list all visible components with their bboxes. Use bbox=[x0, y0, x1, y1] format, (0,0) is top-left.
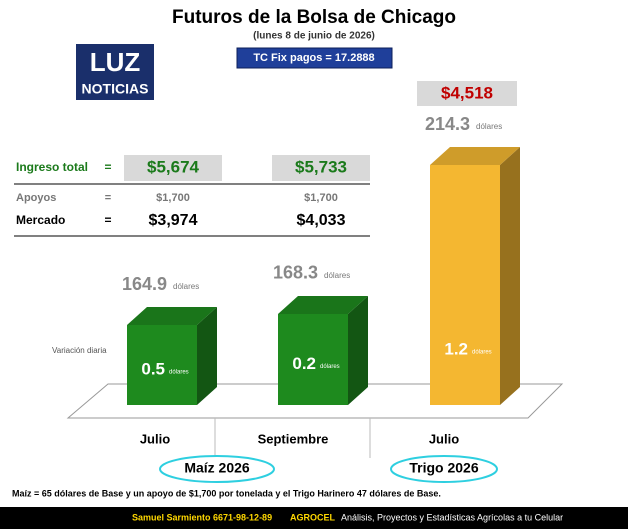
footer-contact: Samuel Sarmiento 6671-98-12-89 bbox=[132, 512, 272, 522]
daily-change-unit: dólares bbox=[472, 350, 492, 356]
daily-change: 1.2 bbox=[444, 339, 468, 358]
price-box bbox=[272, 155, 370, 181]
category-label: Julio bbox=[140, 431, 170, 446]
value-unit: dólares bbox=[324, 271, 350, 280]
value-unit: dólares bbox=[476, 122, 502, 131]
bar-side bbox=[197, 307, 217, 405]
category-label: Julio bbox=[429, 431, 459, 446]
logo-text: NOTICIAS bbox=[82, 81, 149, 97]
row-value: $4,033 bbox=[297, 212, 346, 229]
footer-tagline: Análisis, Proyectos y Estadísticas Agríc… bbox=[341, 512, 563, 522]
row-value: $1,700 bbox=[156, 192, 190, 204]
value-label: 164.9 bbox=[122, 274, 167, 294]
footnote: Maíz = 65 dólares de Base y un apoyo de … bbox=[12, 488, 441, 498]
bar-top bbox=[278, 295, 368, 314]
bar bbox=[430, 165, 500, 405]
value-label: 214.3 bbox=[425, 114, 470, 134]
daily-change: 0.2 bbox=[292, 354, 316, 373]
bar bbox=[278, 313, 348, 405]
row-label: Mercado bbox=[16, 213, 65, 227]
row-label: Apoyos bbox=[16, 192, 56, 204]
group-oval bbox=[159, 455, 275, 483]
logo-text: LUZ bbox=[90, 47, 141, 77]
daily-change-unit: dólares bbox=[320, 364, 340, 370]
logo bbox=[76, 44, 154, 100]
bar-side bbox=[348, 295, 368, 405]
bar-top bbox=[127, 307, 217, 325]
bar-top bbox=[430, 147, 520, 165]
row-value: $5,733 bbox=[295, 157, 347, 176]
footer-brand: AGROCEL bbox=[290, 512, 336, 522]
subtitle: (lunes 8 de junio de 2026) bbox=[253, 31, 375, 42]
price-box bbox=[417, 81, 517, 106]
row-sign: = bbox=[105, 192, 111, 204]
trigo-price: $4,518 bbox=[441, 83, 493, 102]
value-unit: dólares bbox=[173, 282, 199, 291]
bar bbox=[127, 325, 197, 405]
daily-change: 0.5 bbox=[141, 359, 165, 378]
group-label: Maíz 2026 bbox=[184, 460, 250, 476]
daily-change-label: Variación diaria bbox=[52, 346, 107, 355]
category-label: Septiembre bbox=[258, 431, 329, 446]
price-box bbox=[124, 155, 222, 181]
title: Futuros de la Bolsa de Chicago bbox=[172, 7, 456, 28]
group-label: Trigo 2026 bbox=[409, 460, 478, 476]
exchange-rate: TC Fix pagos = 17.2888 bbox=[253, 52, 374, 64]
row-label: Ingreso total bbox=[16, 160, 88, 174]
row-sign: = bbox=[104, 160, 111, 174]
row-value: $3,974 bbox=[149, 212, 198, 229]
value-label: 168.3 bbox=[273, 263, 318, 283]
row-value: $1,700 bbox=[304, 192, 338, 204]
group-oval bbox=[390, 455, 498, 483]
row-value: $5,674 bbox=[147, 157, 200, 176]
daily-change-unit: dólares bbox=[169, 370, 189, 376]
bar-side bbox=[500, 147, 520, 405]
row-sign: = bbox=[104, 213, 111, 227]
exchange-rate-box bbox=[236, 47, 393, 69]
footer bbox=[0, 507, 628, 529]
